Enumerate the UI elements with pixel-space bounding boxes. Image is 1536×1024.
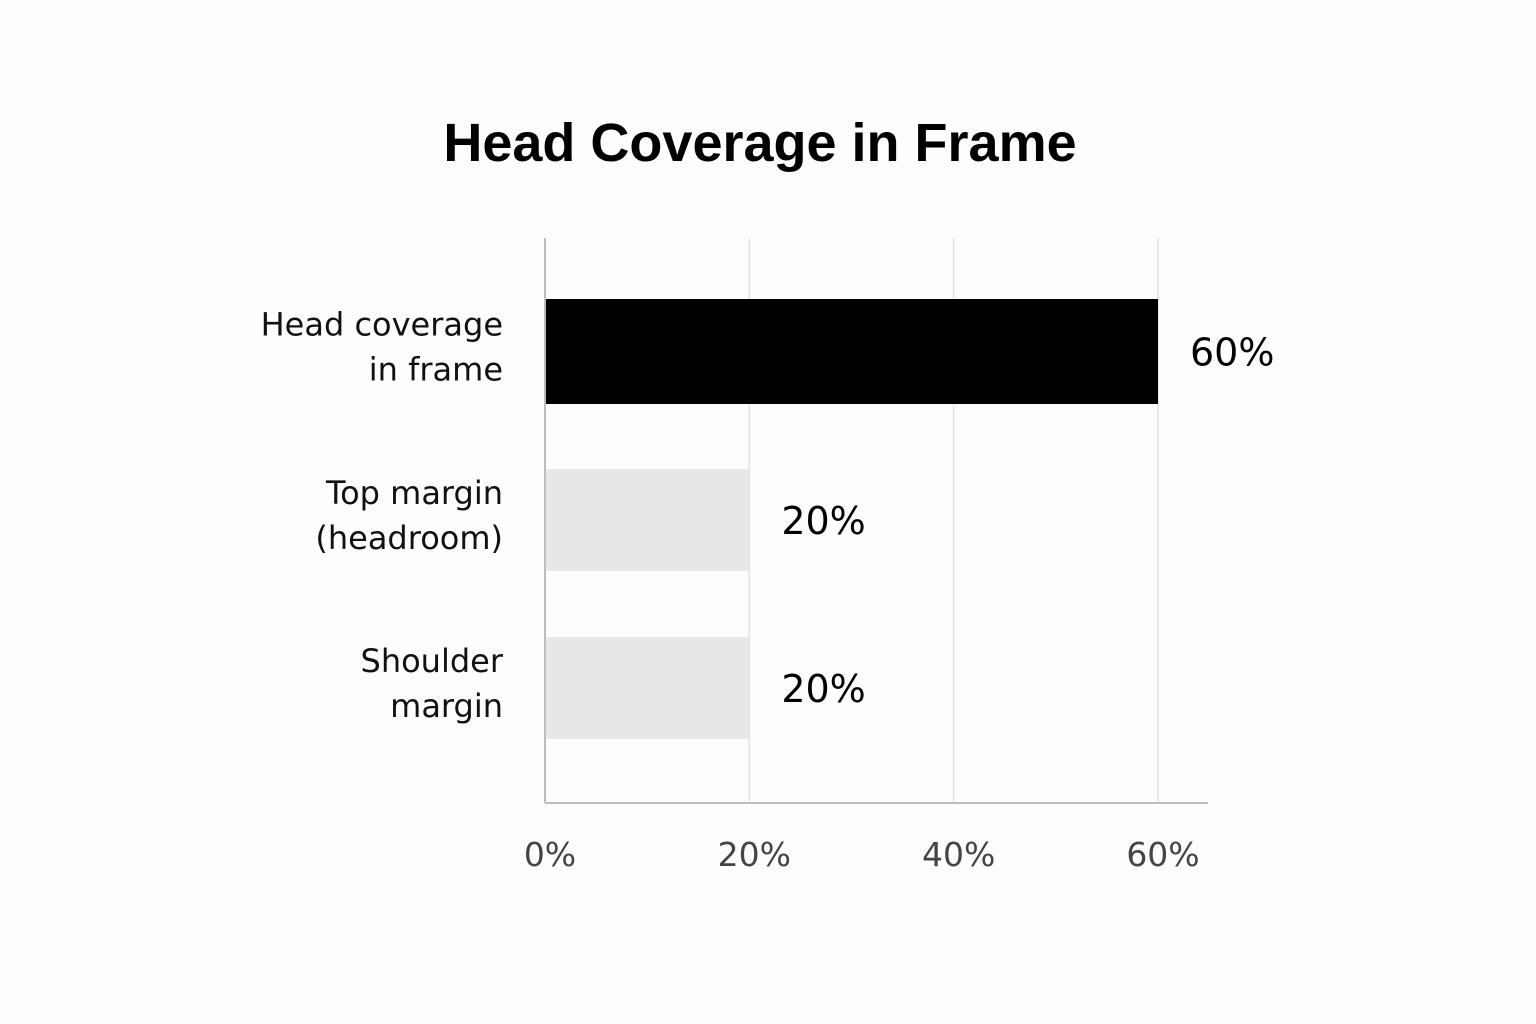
bar-3: [545, 637, 750, 739]
value-label-3: 20%: [781, 667, 865, 711]
category-label-line: in frame: [369, 351, 503, 389]
category-label-line: Top margin: [325, 474, 503, 512]
chart-title: Head Coverage in Frame: [443, 113, 1077, 173]
x-tick-label-0: 0%: [524, 835, 576, 874]
category-label-1: Head coverage in frame: [261, 306, 503, 389]
category-label-line: (headroom): [315, 519, 503, 557]
value-label-1: 60%: [1190, 331, 1274, 375]
category-label-line: Head coverage: [261, 306, 503, 344]
axes: [544, 238, 1208, 804]
x-tick-label-40: 40%: [922, 835, 995, 874]
value-label-2: 20%: [781, 499, 865, 543]
labels: Head coverage in frame Top margin (headroom…: [261, 306, 1275, 875]
x-tick-label-60: 60%: [1126, 835, 1199, 874]
category-label-3: Shoulder margin: [361, 642, 504, 725]
bar-2: [545, 469, 750, 571]
category-label-2: Top margin (headroom): [315, 474, 503, 557]
x-tick-label-20: 20%: [718, 835, 791, 874]
bar-1: [545, 299, 1158, 404]
category-label-line: margin: [390, 687, 503, 725]
bars: [545, 299, 1158, 739]
category-label-line: Shoulder: [361, 642, 504, 680]
